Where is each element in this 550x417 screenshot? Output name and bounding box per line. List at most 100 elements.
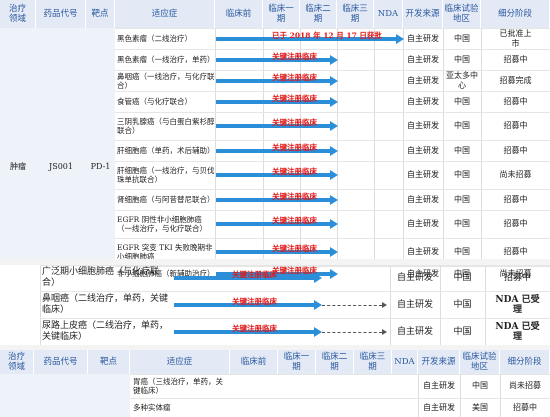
pipeline-arrow: 关键注册临床 [174,297,322,310]
table-header-top: 治疗 领域 药品代号 靶点 适应症 临床前 临床一 期 临床二 期 临床三 期 … [0,0,550,28]
indication-cell: 食管癌（与化疗联合） [117,97,192,106]
stage-cell: NDA 已受 理 [495,294,540,315]
grid-line [440,265,441,345]
col-stage: 细分阶段 [481,0,550,28]
grid-line [263,28,264,259]
indication-cell: 三阴乳腺癌（与白蛋白紫杉醇联合） [117,117,215,135]
region-cell: 中国 [454,194,470,204]
col-target: 靶点 [86,0,115,28]
row-divider [115,91,550,92]
col-region: 临床试验 地区 [443,0,481,28]
indication-cell: 鼻咽癌（一线治疗，与化疗联合） [117,71,215,90]
source-cell: 自主研发 [407,121,439,130]
row-divider [115,28,550,29]
arrow-shaft [216,250,330,254]
col-pre: 临床前 [215,0,263,28]
pipeline-arrow: 关键注册临床 [216,244,338,257]
col-code: 药品代号 [34,350,88,374]
stage-cell: 招募中 [503,121,528,130]
row-divider [40,265,550,266]
stage-cell: 招募完成 [499,75,532,85]
pipeline-arrow: 关键注册临床 [216,266,338,279]
region-cell: 中国 [453,299,472,310]
region-cell: 中国 [454,247,470,256]
stage-cell: 招募中 [503,219,528,228]
col-stage: 细分阶段 [500,350,550,374]
source-cell: 自主研发 [396,326,433,337]
indication-cell: 非小细胞肺癌（新辅助治疗） [117,269,215,278]
stage-cell: 尚未招募 [499,268,532,278]
source-cell: 自主研发 [423,381,455,390]
arrow-shaft [216,36,396,41]
grid-line [460,374,461,417]
region-cell: 中国 [454,145,470,155]
stage-cell: NDA 已受 理 [495,321,540,342]
source-cell: 自主研发 [407,268,439,278]
arrow-shaft [216,57,330,62]
row-divider [115,189,550,190]
col-indication: 适应症 [115,0,215,28]
stage-cell: 招募中 [503,145,528,155]
pipeline-arrow: 关键注册临床 [216,94,338,107]
col-code: 药品代号 [36,0,86,28]
phase-label: 关键注册临床 [232,323,277,333]
source-cell: 自主研发 [423,402,455,412]
row-divider [40,291,550,292]
target-column [86,28,115,259]
stage-cell: 招募中 [513,402,537,412]
arrow-shaft [216,271,330,276]
phase-label: 关键注册临床 [272,142,317,152]
col-area: 治疗 领域 [0,0,36,28]
col-target: 靶点 [88,350,130,374]
stage-cell: 招募中 [503,96,528,106]
row-divider [115,266,550,267]
pipeline-arrow: 关键注册临床 [216,52,338,65]
pipeline-arrow: 关键注册临床 [174,324,322,337]
source-cell: 自主研发 [407,194,439,204]
source-cell: 自主研发 [407,145,439,155]
phase-label: 关键注册临床 [232,270,277,279]
arrow-head [314,326,322,337]
region-cell: 中国 [454,54,470,64]
source-cell: 自主研发 [407,219,439,228]
col-indication: 适应症 [130,350,230,374]
col-area: 治疗 领域 [0,350,34,374]
region-cell: 中国 [454,219,470,228]
target-value: PD-1 [90,162,111,171]
section-separator [0,259,550,265]
col-pre: 临床前 [230,350,278,374]
stage-cell: 招募中 [503,247,528,256]
source-cell: 自主研发 [407,247,439,256]
arrow-head [330,121,338,131]
arrow-shaft [216,173,330,177]
arrow-head [314,273,322,283]
grid-line [403,28,404,259]
col-p2: 临床二 期 [316,350,354,374]
col-nda: NDA [374,0,403,28]
arrow-head [330,247,338,257]
area-value: 肿瘤 [10,162,26,171]
arrow-shaft [216,197,330,202]
phase-label: 已于 2018 年 12 月 17 日获批 [272,30,382,40]
row-divider [115,49,550,50]
source-cell: 自主研发 [407,33,439,43]
stage-cell: 招募中 [503,54,528,64]
col-p2: 临床二 期 [300,0,337,28]
stage-cell: 已批准上 市 [499,28,532,48]
arrow-shaft [216,222,330,226]
region-cell: 中国 [454,33,470,43]
pipeline-arrow: 关键注册临床 [216,167,338,180]
row-divider [115,210,550,211]
arrow-head [330,96,338,107]
pipeline-arrow: 关键注册临床 [216,143,338,156]
source-cell: 自主研发 [396,299,433,310]
grid-line [443,28,444,259]
indication-cell: 鼻咽癌（二线治疗，单药，关键临床） [42,293,169,315]
row-divider [115,140,550,141]
source-cell: 自主研发 [396,273,433,283]
code-value: JS001 [49,162,73,171]
arrow-shaft [216,148,330,153]
pipeline-arrow: 关键注册临床 [216,73,338,86]
phase-label: 关键注册临床 [232,296,277,306]
col-source: 开发来源 [403,0,443,28]
